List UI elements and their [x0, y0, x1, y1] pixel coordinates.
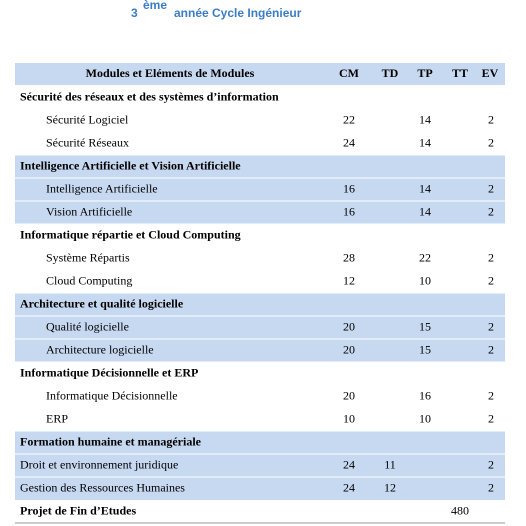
- table-row: [15, 477, 505, 500]
- hours-cell: 14: [419, 204, 431, 218]
- group-title: Intelligence Artificielle et Vision Arti…: [20, 158, 241, 172]
- column-header: TP: [417, 66, 432, 80]
- hours-cell: 16: [419, 388, 431, 402]
- hours-cell: 15: [419, 319, 431, 333]
- hours-cell: 15: [419, 342, 431, 356]
- hours-cell: 2: [488, 204, 494, 218]
- group-title: Architecture et qualité logicielle: [20, 296, 184, 310]
- hours-cell: 14: [419, 181, 431, 195]
- hours-cell: 10: [419, 273, 431, 287]
- hours-cell: 2: [488, 112, 494, 126]
- hours-cell: 14: [419, 112, 431, 126]
- hours-cell: 2: [488, 457, 494, 471]
- hours-cell: 16: [343, 204, 355, 218]
- hours-cell: 24: [343, 457, 355, 471]
- table-row: [15, 178, 505, 201]
- hours-cell: 22: [343, 112, 355, 126]
- hours-cell: 2: [488, 411, 494, 425]
- module-name: Sécurité Réseaux: [46, 135, 129, 149]
- hours-cell: 20: [343, 342, 355, 356]
- group-title: Formation humaine et managériale: [20, 434, 202, 448]
- hours-cell: 22: [419, 250, 431, 264]
- hours-cell: 28: [343, 250, 355, 264]
- table-row: [15, 316, 505, 339]
- hours-cell: 2: [488, 342, 494, 356]
- group-title: Sécurité des réseaux et des systèmes d’i…: [20, 89, 279, 103]
- group-row: [15, 293, 505, 316]
- column-header: CM: [339, 66, 359, 80]
- hours-cell: 2: [488, 480, 494, 494]
- module-name: Informatique Décisionnelle: [46, 388, 178, 402]
- hours-cell: 14: [419, 135, 431, 149]
- column-header: TT: [452, 66, 468, 80]
- hours-cell: 2: [488, 181, 494, 195]
- column-header: Modules et Eléments de Modules: [86, 66, 255, 80]
- hours-cell: 10: [343, 411, 355, 425]
- module-name: ERP: [46, 411, 68, 425]
- hours-cell: 20: [343, 388, 355, 402]
- hours-cell: 20: [343, 319, 355, 333]
- title-text: année Cycle Ingénieur: [174, 6, 302, 20]
- hours-cell: 10: [419, 411, 431, 425]
- hours-cell: 2: [488, 135, 494, 149]
- module-name: Architecture logicielle: [46, 342, 154, 356]
- module-name: Droit et environnement juridique: [20, 457, 178, 471]
- hours-cell: 16: [343, 181, 355, 195]
- header-row: [15, 63, 505, 85]
- hours-cell: 2: [488, 319, 494, 333]
- group-title: Informatique répartie et Cloud Computing: [20, 227, 241, 241]
- footer-name: Projet de Fin d’Etudes: [20, 503, 136, 517]
- module-name: Gestion des Ressources Humaines: [20, 480, 185, 494]
- module-name: Qualité logicielle: [46, 319, 129, 333]
- module-name: Vision Artificielle: [46, 204, 132, 218]
- table-row: [15, 201, 505, 224]
- hours-cell: 24: [343, 135, 355, 149]
- title-superscript: ème: [143, 0, 167, 12]
- module-name: Sécurité Logiciel: [46, 112, 129, 126]
- hours-cell: 11: [384, 457, 396, 471]
- module-name: Système Répartis: [46, 250, 130, 264]
- hours-cell: 12: [343, 273, 355, 287]
- group-row: [15, 155, 505, 178]
- footer-cell: 480: [451, 503, 469, 517]
- table-row: [15, 454, 505, 477]
- module-name: Cloud Computing: [46, 273, 132, 287]
- group-title: Informatique Décisionnelle et ERP: [20, 365, 198, 379]
- group-row: [15, 431, 505, 454]
- module-name: Intelligence Artificielle: [46, 181, 158, 195]
- hours-cell: 24: [343, 480, 355, 494]
- hours-cell: 2: [488, 273, 494, 287]
- table-row: [15, 339, 505, 362]
- hours-cell: 2: [488, 250, 494, 264]
- column-header: TD: [382, 66, 399, 80]
- hours-cell: 12: [384, 480, 396, 494]
- hours-cell: 2: [488, 388, 494, 402]
- title-number: 3: [131, 6, 138, 20]
- column-header: EV: [482, 66, 499, 80]
